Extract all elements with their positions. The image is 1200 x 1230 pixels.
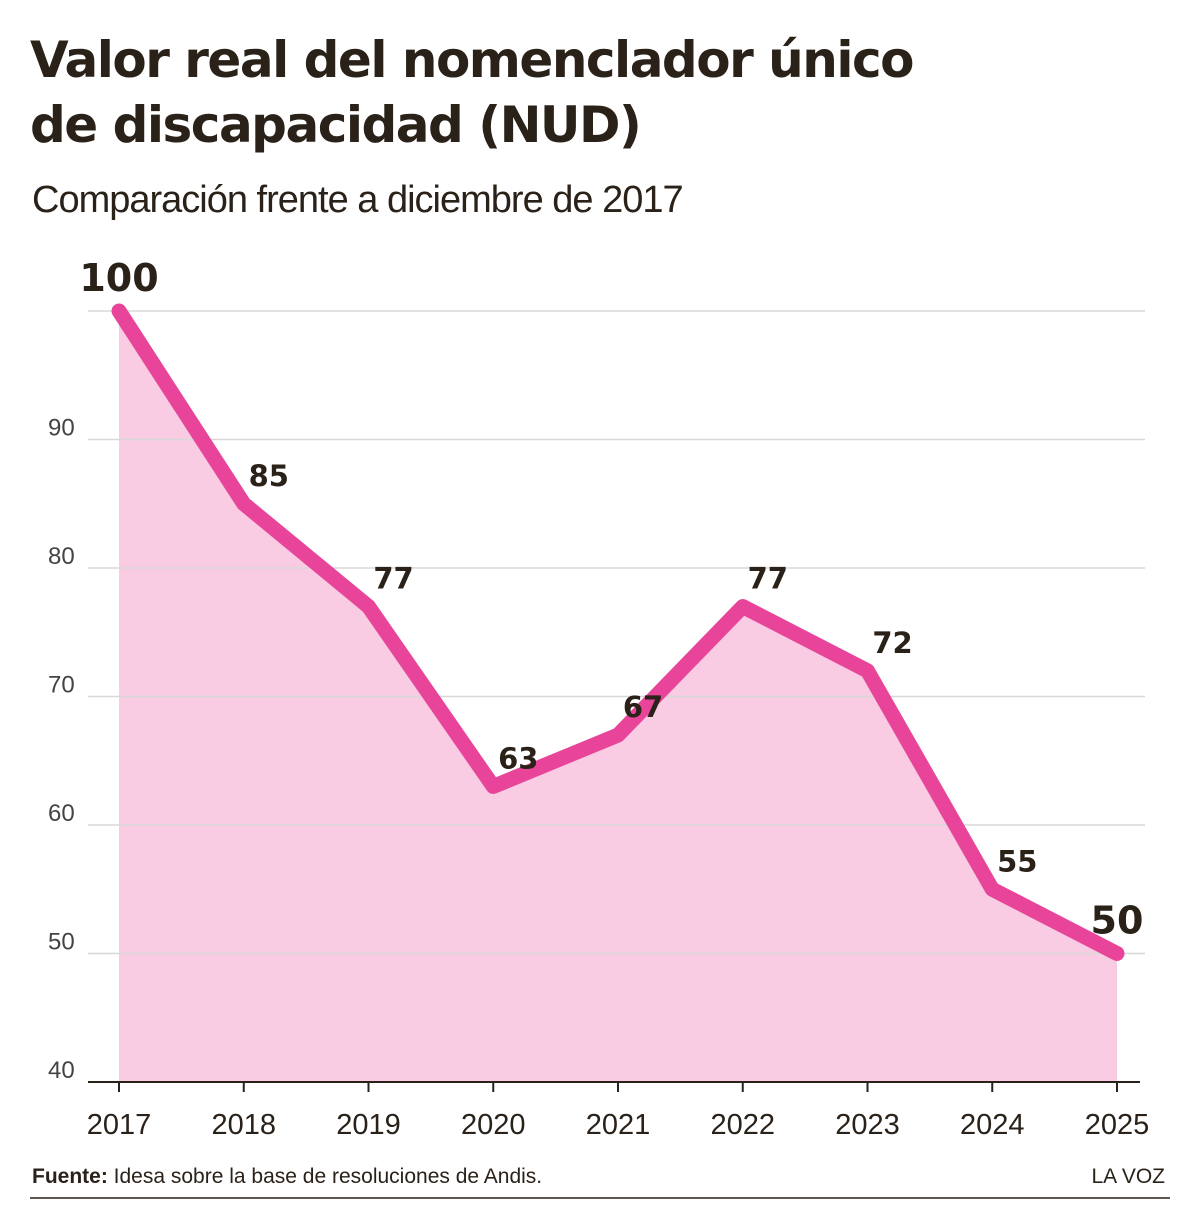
source-text: Idesa sobre la base de resoluciones de A… [114, 1165, 542, 1188]
y-tick-label: 40 [48, 1057, 75, 1084]
value-label: 55 [997, 844, 1037, 878]
value-label: 63 [498, 741, 538, 775]
value-label: 100 [79, 256, 158, 300]
chart-title: de discapacidad (NUD) [30, 96, 640, 154]
plot: 40 50 60 70 80 90 2017 2018 2019 2020 2021 2022 2023… [48, 256, 1149, 1141]
chart-subtitle: Comparación frente a diciembre de 2017 [32, 179, 683, 221]
value-label: 77 [748, 562, 788, 596]
x-tick-label: 2025 [1085, 1109, 1150, 1141]
x-tick-label: 2022 [710, 1109, 775, 1141]
y-tick-label: 70 [48, 672, 75, 699]
x-tick-label: 2017 [87, 1109, 152, 1141]
value-label: 77 [373, 562, 413, 596]
chart-title: Valor real del nomenclador único [30, 31, 913, 89]
x-tick-label: 2023 [835, 1109, 900, 1141]
line [111, 303, 1125, 961]
y-tick-label: 80 [48, 543, 75, 570]
y-tick-label: 60 [48, 800, 75, 827]
y-tick-label: 50 [48, 929, 75, 956]
x-tick-label: 2019 [336, 1109, 401, 1141]
source: Fuente: Idesa sobre la base de resolucio… [32, 1165, 542, 1188]
x-tick-label: 2021 [586, 1109, 651, 1141]
value-label: 67 [623, 690, 663, 724]
source-label: Fuente: [32, 1165, 108, 1188]
x-tick-label: 2018 [211, 1109, 276, 1141]
area-fill [119, 311, 1117, 1082]
x-tick-label: 2020 [461, 1109, 526, 1141]
brand: LA VOZ [1091, 1165, 1165, 1188]
x-tick-label: 2024 [960, 1109, 1025, 1141]
value-label: 85 [249, 459, 289, 493]
value-label: 50 [1091, 899, 1144, 943]
value-label: 72 [872, 626, 912, 660]
y-tick-label: 90 [48, 415, 75, 442]
